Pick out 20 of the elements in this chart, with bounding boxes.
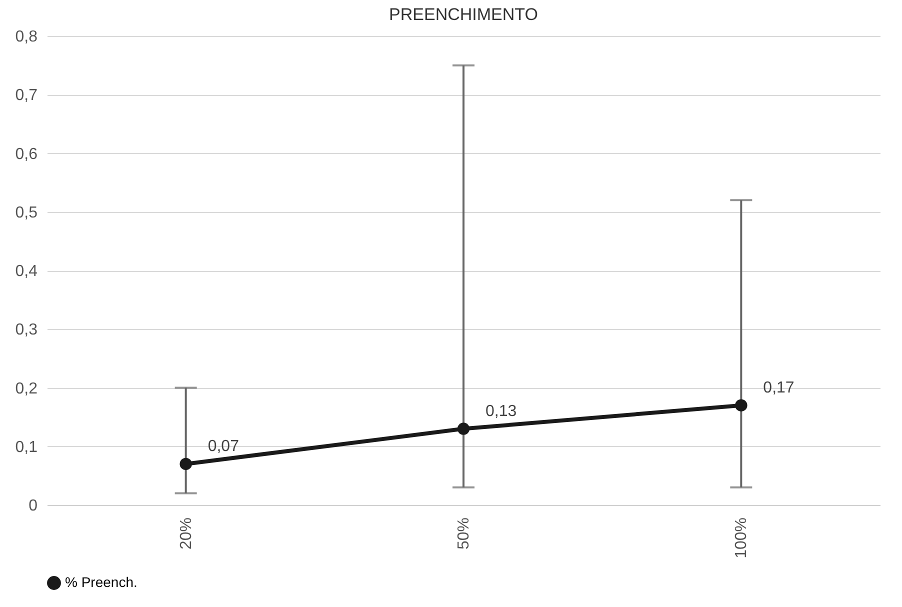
- legend-label: % Preench.: [65, 574, 138, 590]
- y-tick-label: 0,6: [15, 146, 38, 163]
- y-tick-label: 0,3: [15, 322, 38, 339]
- y-tick-label: 0,4: [15, 263, 38, 280]
- text: 0,07: [208, 438, 239, 455]
- y-tick-label: 0,2: [15, 380, 38, 398]
- y-tick-label: 0: [28, 498, 38, 514]
- y-tick-label: 0,1: [15, 438, 38, 456]
- point: [735, 399, 748, 412]
- x-tick-label: 20%: [178, 518, 195, 550]
- chart-title: PREENCHIMENTO: [389, 5, 538, 24]
- x-tick-label: 100%: [733, 518, 750, 558]
- y-tick-label: 0,8: [15, 28, 38, 46]
- text: 0,17: [763, 379, 794, 396]
- y-tick-label: 0,5: [15, 204, 38, 222]
- x-tick-label: 50%: [456, 518, 472, 550]
- point: [457, 422, 470, 435]
- y-tick-label: 0,7: [15, 87, 38, 104]
- text: 0,13: [486, 402, 517, 420]
- point: [180, 458, 192, 470]
